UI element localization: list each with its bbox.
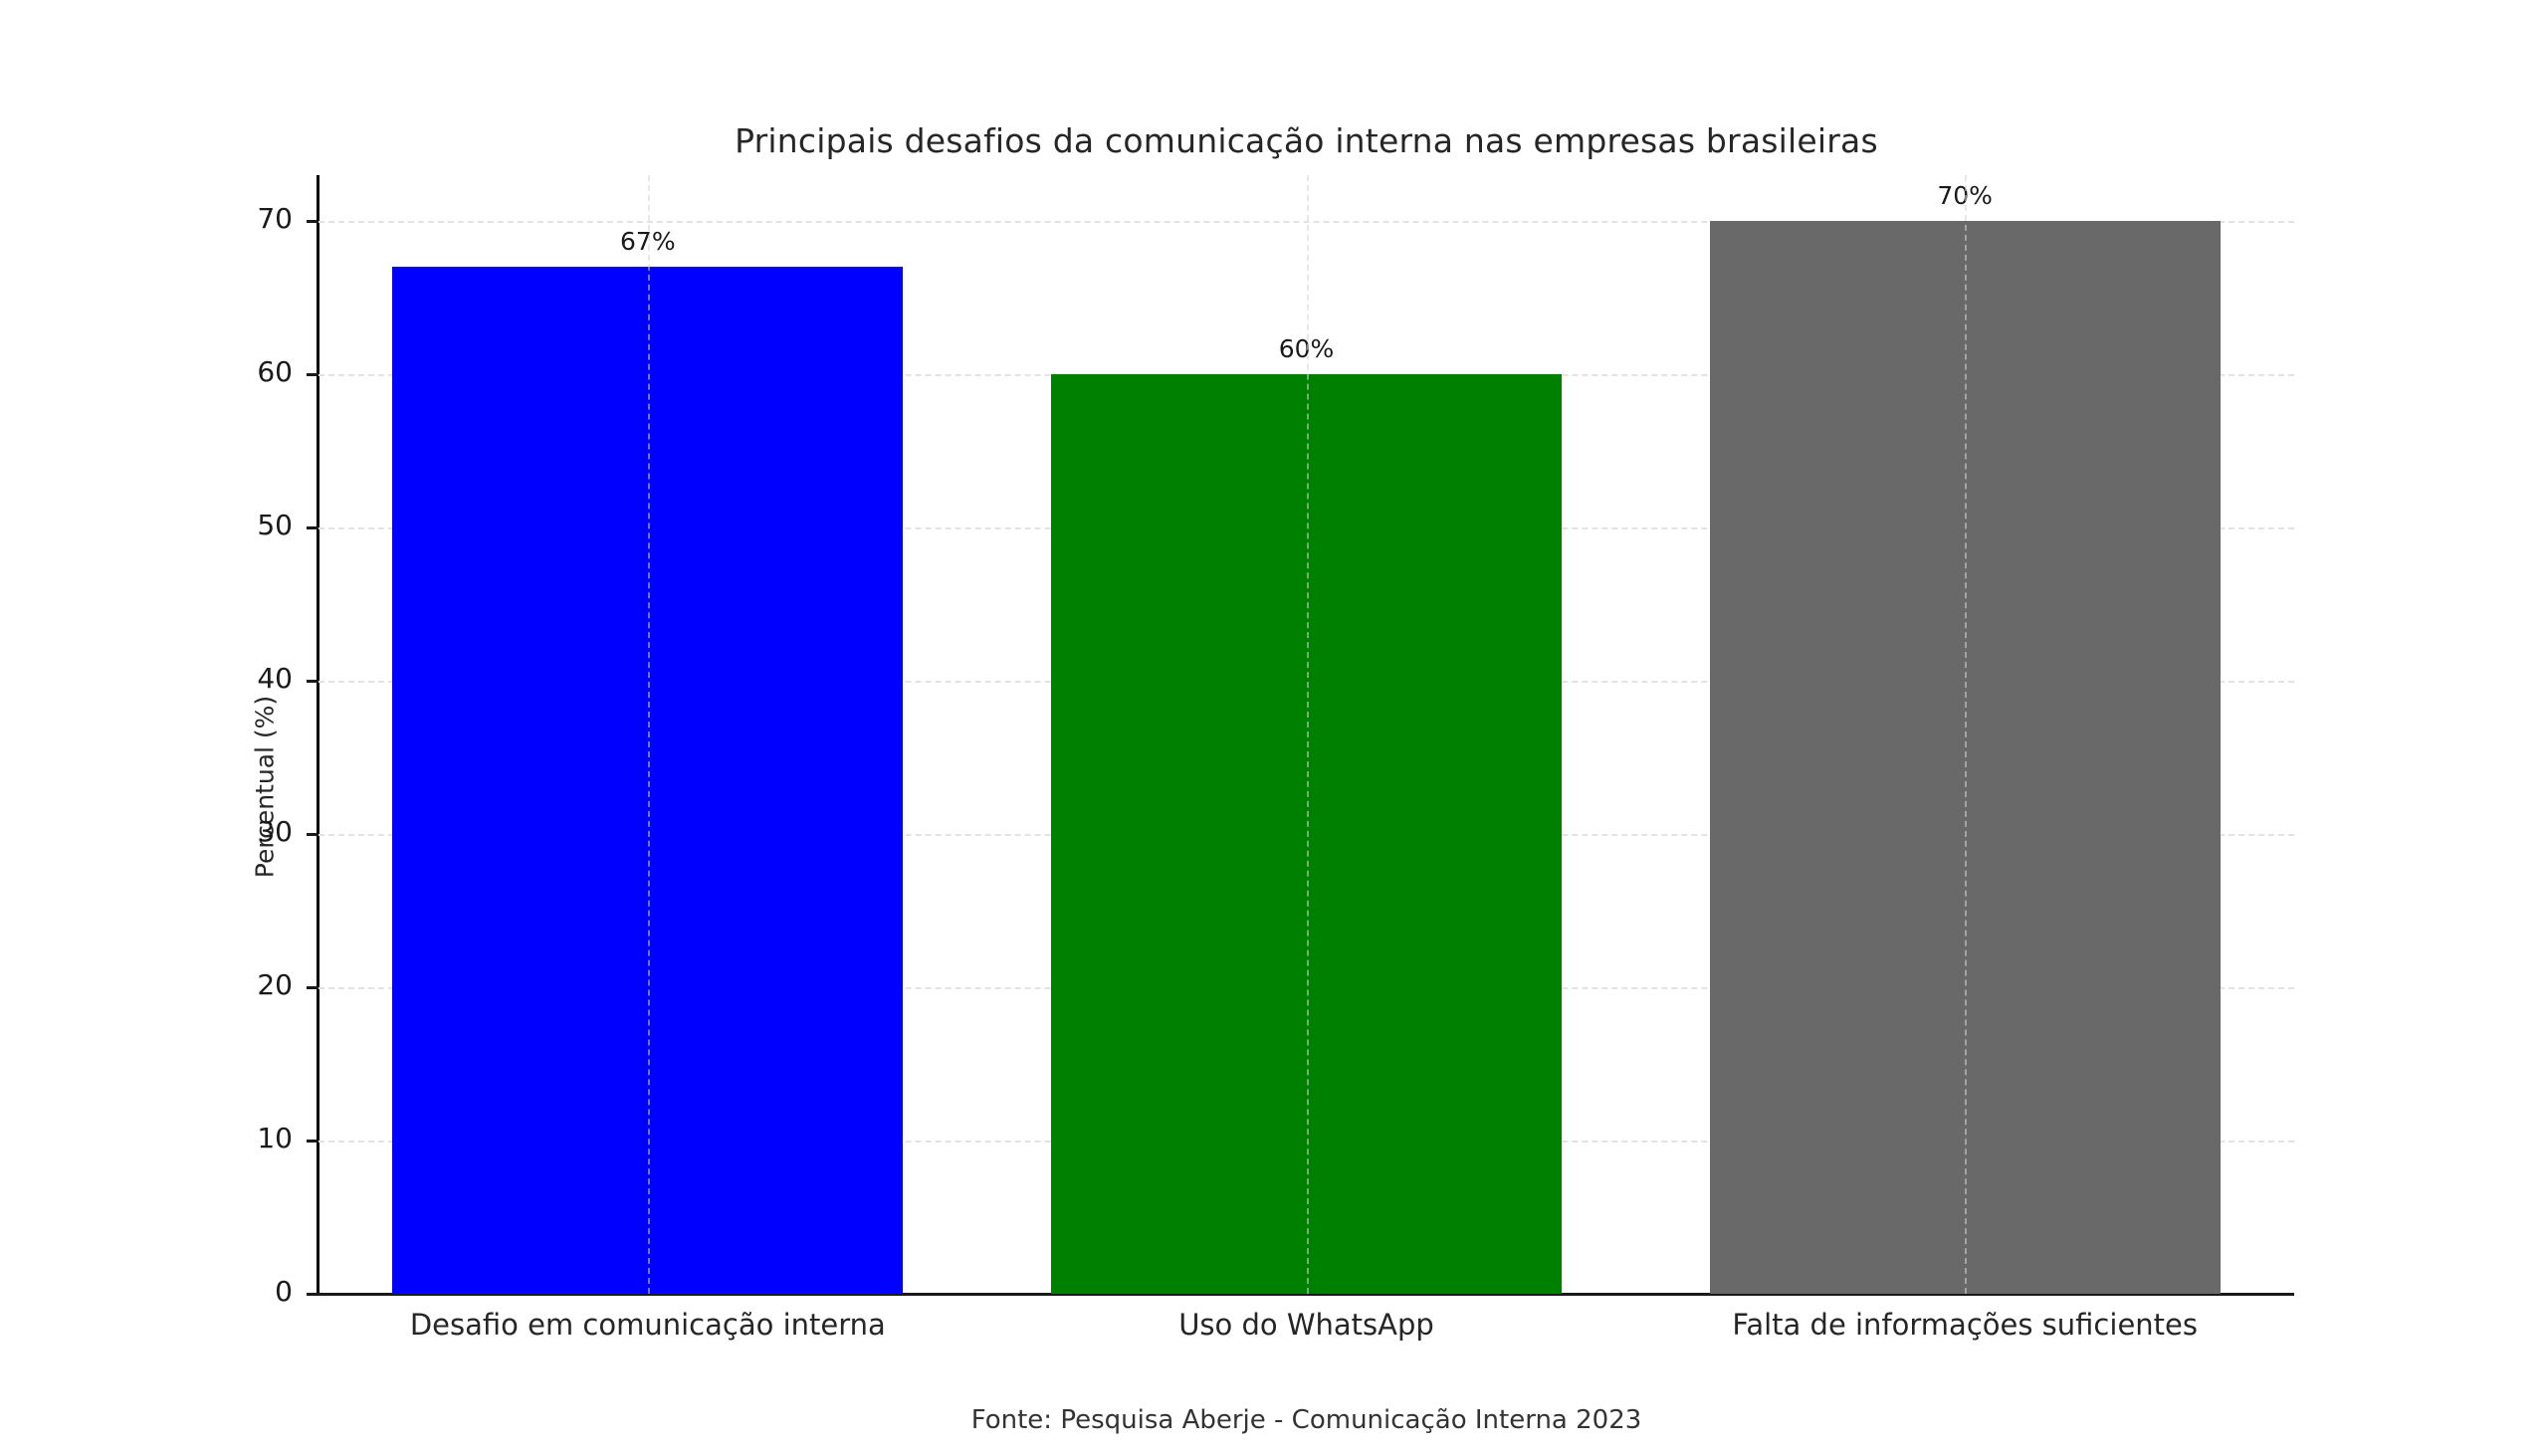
y-tick-label: 50 [257,509,293,542]
source-note: Fonte: Pesquisa Aberje - Comunicação Int… [970,1405,1642,1435]
y-axis-ticks: 0 10 20 30 40 50 60 70 [257,175,2294,1308]
chart-title: Principais desafios da comunicação inter… [735,121,1878,160]
y-tick-mark [307,372,318,376]
bar-value-label: 67% [620,227,676,257]
x-tick-label: Uso do WhatsApp [1178,1308,1434,1342]
y-tick-mark [307,679,318,683]
x-tick-label: Falta de informações suficientes [1732,1308,2198,1342]
bar-value-label: 70% [1937,181,1993,211]
y-tick-label: 20 [257,968,293,1002]
bar-value-label: 60% [1278,334,1335,364]
x-axis-spine [317,1293,2294,1296]
y-tick-mark [307,219,318,223]
y-axis-spine [317,175,319,1296]
y-tick-label: 30 [257,815,293,849]
x-tick-label: Desafio em comunicação interna [409,1308,886,1342]
y-tick-label: 10 [257,1122,293,1155]
y-tick-mark [307,832,318,836]
y-tick-label: 60 [257,355,293,389]
gridline-vertical [647,175,650,1294]
y-tick-label: 40 [257,662,293,696]
bar [1051,374,1562,1294]
y-tick-mark [307,1292,318,1296]
plot-area: 0 10 20 30 40 50 60 70 67% 60% 70% Percentual (%) [251,175,2294,1308]
y-tick-label: 70 [257,202,293,236]
y-tick-mark [307,1139,318,1143]
y-tick-mark [307,525,318,529]
y-tick-label: 0 [275,1275,293,1308]
gridline-vertical [1965,175,1968,1294]
gridline-vertical [1306,175,1309,1294]
y-tick-mark [307,985,318,989]
